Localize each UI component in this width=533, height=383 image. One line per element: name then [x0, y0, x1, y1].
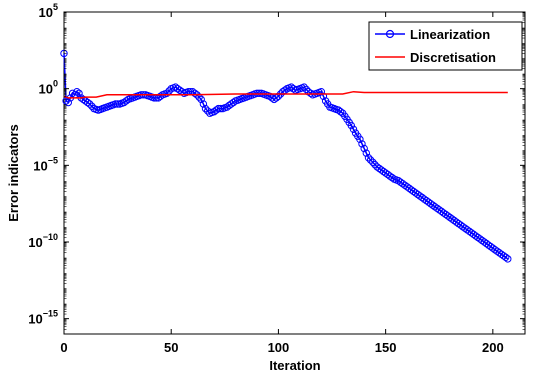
axis-layer: 0 50 100 150 200 105 100 10−5 10−10 10−15 [28, 2, 525, 355]
data-point-linearization [199, 100, 208, 108]
data-point-linearization [369, 158, 377, 167]
x-axis-label: Iteration [269, 358, 320, 373]
data-point-linearization [366, 156, 375, 164]
data-point-linearization [349, 125, 358, 134]
data-point-linearization [358, 140, 366, 148]
data-point-linearization [83, 98, 92, 107]
data-point-linearization [336, 108, 345, 116]
data-point-linearization [75, 89, 83, 98]
data-point-linearization [371, 160, 379, 169]
data-point-linearization [302, 85, 310, 94]
x-tick-label: 150 [375, 340, 397, 355]
legend-linearization-label: Linearization [410, 27, 490, 42]
legend: Linearization Discretisation [368, 21, 523, 71]
data-point-linearization [201, 104, 210, 113]
data-point-linearization [360, 144, 368, 153]
legend-box [368, 21, 523, 71]
data-point-linearization [60, 49, 68, 58]
y-tick-label: 10−10 [28, 232, 58, 250]
y-axis-label: Error indicators [6, 124, 21, 222]
y-tick-label: 100 [39, 79, 58, 97]
series-line-discretisation [63, 90, 508, 99]
data-point-linearization [502, 253, 510, 261]
data-point-linearization [317, 88, 325, 96]
data-point-linearization [86, 100, 94, 108]
data-point-linearization [319, 92, 328, 101]
data-point-linearization [64, 98, 73, 107]
data-point-linearization [195, 93, 203, 101]
x-tick-label: 50 [164, 340, 178, 355]
data-point-linearization [122, 97, 130, 105]
data-point-linearization [73, 88, 81, 96]
legend-linearization-marker [385, 29, 395, 39]
data-point-linearization [156, 92, 165, 101]
data-point-linearization [504, 255, 512, 263]
data-point-linearization [364, 154, 373, 162]
data-point-linearization [197, 95, 205, 104]
data-point-linearization [229, 98, 238, 107]
legend-discretisation-label: Discretisation [410, 50, 496, 65]
y-tick-label: 105 [39, 2, 58, 20]
data-point-linearization [356, 135, 364, 144]
x-tick-label: 200 [482, 340, 504, 355]
data-point-linearization [347, 121, 355, 130]
y-tick-label: 10−15 [28, 309, 58, 327]
data-point-linearization [362, 149, 370, 157]
x-tick-label: 0 [60, 340, 67, 355]
data-point-linearization [191, 89, 199, 98]
y-tick-label: 10−5 [33, 155, 58, 173]
x-tick-label: 100 [268, 340, 290, 355]
series-layer [60, 49, 512, 263]
data-point-linearization [300, 83, 308, 91]
data-point-linearization [163, 89, 171, 98]
data-point-linearization [274, 92, 283, 101]
data-point-linearization [388, 173, 396, 182]
